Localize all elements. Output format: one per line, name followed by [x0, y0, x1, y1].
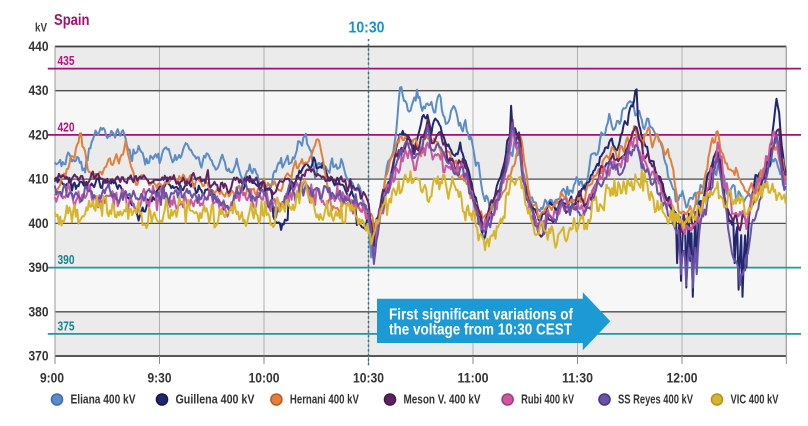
svg-text:400: 400 — [29, 215, 49, 231]
svg-text:11:00: 11:00 — [458, 370, 489, 386]
svg-text:Spain: Spain — [54, 12, 90, 29]
svg-text:370: 370 — [29, 348, 49, 364]
svg-text:420: 420 — [29, 126, 49, 142]
svg-text:Rubi 400 kV: Rubi 400 kV — [521, 393, 574, 407]
svg-text:Hernani 400 kV: Hernani 400 kV — [290, 393, 360, 407]
svg-text:390: 390 — [58, 252, 75, 267]
svg-text:10:30: 10:30 — [349, 20, 385, 37]
svg-text:410: 410 — [29, 171, 49, 187]
svg-text:VIC 400 kV: VIC 400 kV — [731, 393, 779, 407]
svg-text:9:00: 9:00 — [40, 370, 64, 386]
svg-text:11:30: 11:30 — [562, 370, 593, 386]
svg-text:420: 420 — [58, 119, 75, 134]
svg-text:10:00: 10:00 — [249, 370, 280, 386]
svg-text:375: 375 — [58, 318, 75, 333]
svg-text:435: 435 — [58, 53, 75, 68]
svg-text:SS Reyes 400 kV: SS Reyes 400 kV — [618, 393, 693, 407]
svg-text:kV: kV — [35, 21, 47, 35]
svg-text:10:30: 10:30 — [353, 370, 384, 386]
svg-text:Meson V. 400 kV: Meson V. 400 kV — [404, 393, 482, 407]
svg-text:Eliana 400 kV: Eliana 400 kV — [71, 393, 137, 407]
svg-text:Guillena 400 kV: Guillena 400 kV — [176, 393, 256, 407]
svg-text:380: 380 — [29, 303, 49, 319]
svg-text:390: 390 — [29, 259, 49, 275]
svg-text:12:00: 12:00 — [667, 370, 698, 386]
svg-text:440: 440 — [29, 38, 49, 54]
svg-text:430: 430 — [29, 82, 49, 98]
svg-text:the voltage from 10:30 CEST: the voltage from 10:30 CEST — [389, 322, 572, 339]
svg-text:First significant variations o: First significant variations of — [389, 307, 574, 324]
svg-text:9:30: 9:30 — [148, 370, 172, 386]
